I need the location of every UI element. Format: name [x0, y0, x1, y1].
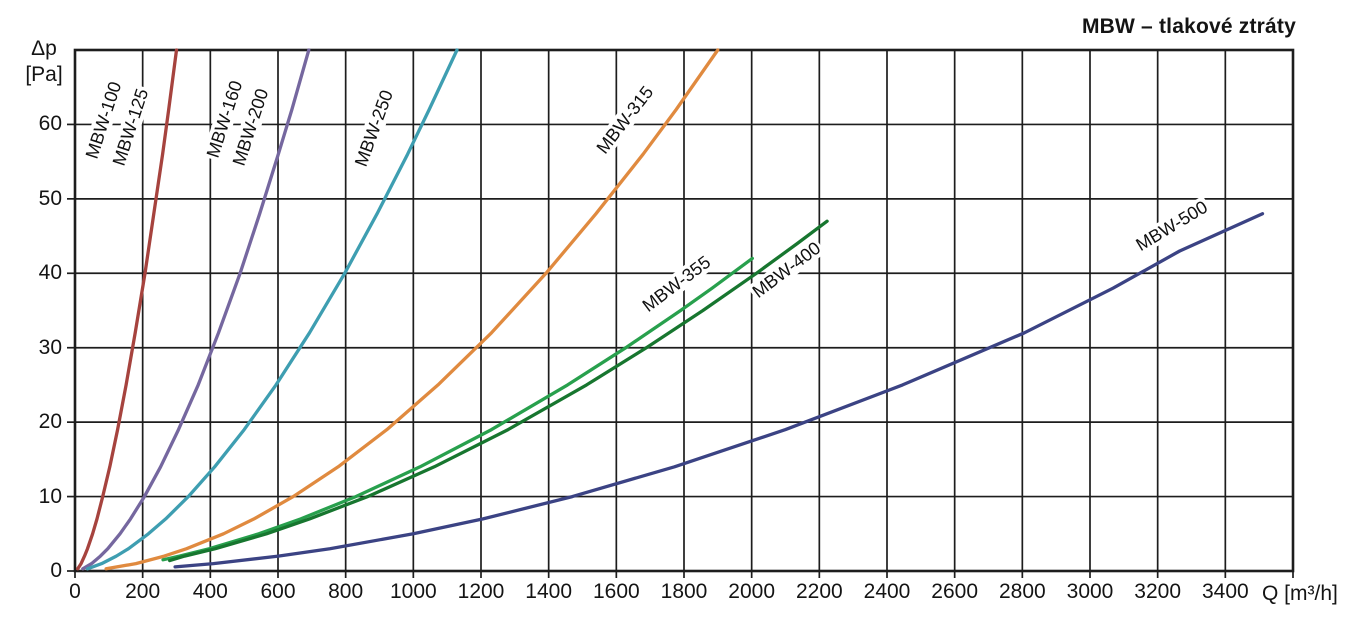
x-tick-label: 800: [328, 580, 364, 603]
x-tick-label: 2200: [795, 580, 843, 603]
curve-mbw-400: [168, 219, 829, 563]
curve-mbw-160-200: [81, 48, 311, 571]
x-tick-label: 600: [260, 580, 296, 603]
x-tick-label: 200: [125, 580, 161, 603]
x-tick-label: 1000: [389, 580, 437, 603]
y-tick-label: 50: [38, 186, 62, 210]
x-tick-label: 1600: [592, 580, 640, 603]
y-tick-label: 60: [38, 112, 62, 136]
x-tick-label: 1200: [457, 580, 505, 603]
curve-mbw-315: [104, 48, 720, 571]
y-tick-label: 30: [38, 335, 62, 359]
x-tick-label: 1400: [525, 580, 573, 603]
x-tick-label: 2000: [728, 580, 776, 603]
x-tick-label: 400: [192, 580, 228, 603]
curve-mbw-500: [173, 212, 1265, 569]
x-tick-label: 2800: [998, 580, 1046, 603]
x-tick-label: 1800: [660, 580, 708, 603]
y-axis-title-symbol: Δp: [31, 37, 57, 60]
chart-title: MBW – tlakové ztráty: [1081, 15, 1296, 38]
plot-border: [73, 48, 1295, 573]
x-tick-label: 2400: [863, 580, 911, 603]
x-tick-label: 3400: [1201, 580, 1249, 603]
curve-mbw-100-125: [76, 48, 179, 571]
x-tick-label: 2600: [931, 580, 979, 603]
x-tick-label: 3200: [1134, 580, 1182, 603]
x-tick-label: 0: [69, 580, 81, 603]
x-tick-label: 3000: [1066, 580, 1114, 603]
y-tick-label: 0: [50, 559, 62, 582]
y-tick-label: 40: [38, 261, 62, 285]
y-axis-title-unit: [Pa]: [25, 63, 63, 86]
y-axis-title: Δp [Pa]: [16, 36, 72, 88]
x-axis-title: Q [m³/h]: [1262, 582, 1338, 605]
curve-mbw-250: [85, 48, 459, 571]
y-tick-label: 20: [38, 410, 62, 434]
y-tick-label: 10: [38, 484, 62, 508]
